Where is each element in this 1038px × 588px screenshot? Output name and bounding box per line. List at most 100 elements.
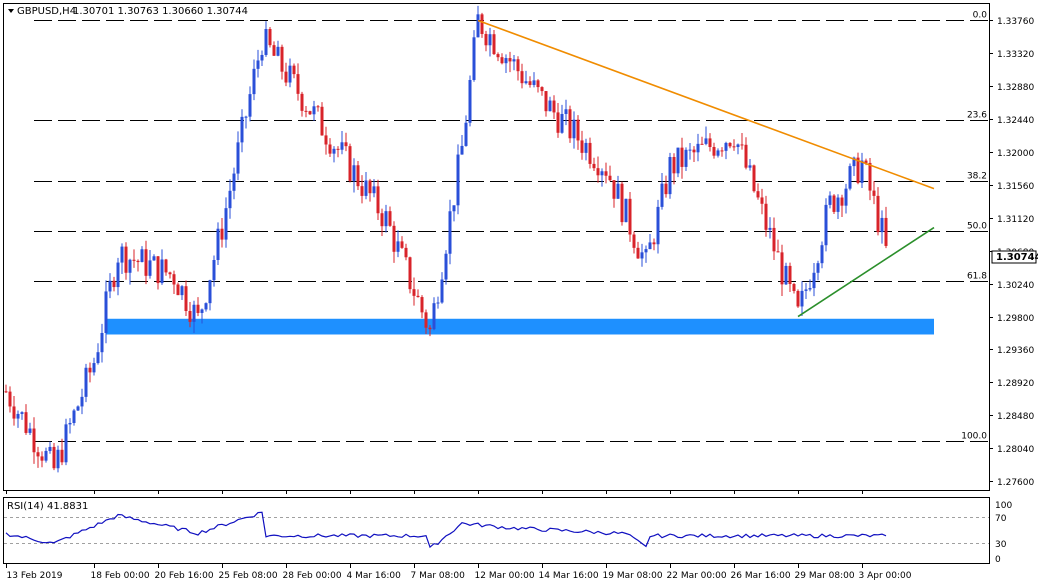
fib-level-label: 61.8 (967, 272, 987, 282)
candle-body (252, 68, 256, 95)
candle-body (584, 142, 588, 153)
current-price-label: 1.30744 (996, 252, 1038, 263)
candle-body (48, 446, 52, 451)
time-label: 29 Mar 08:00 (795, 571, 855, 581)
rsi-level-0: 0 (995, 555, 1001, 565)
candle-body (812, 272, 816, 289)
candle-body (704, 138, 708, 144)
candle-body (488, 34, 492, 46)
candle-body (92, 363, 96, 373)
candle-body (684, 149, 688, 167)
candle-body (508, 58, 512, 62)
candle-body (456, 154, 460, 206)
candle-body (320, 106, 324, 136)
candle-body (144, 249, 148, 276)
candle-body (728, 142, 732, 147)
candle-body (168, 272, 172, 275)
price-tick-label: 1.28480 (997, 412, 1034, 422)
candle-body (680, 147, 684, 167)
candle-body (200, 309, 204, 313)
candle-body (424, 312, 428, 328)
rsi-level-100: 100 (995, 501, 1012, 511)
candle-body (12, 406, 16, 419)
candle-body (284, 71, 288, 83)
candle-body (96, 352, 100, 364)
candle-body (740, 144, 744, 146)
price-tick-label: 1.31120 (997, 215, 1034, 225)
candle-body (376, 186, 380, 214)
candle-body (232, 173, 236, 191)
candle-body (836, 197, 840, 212)
candle-body (216, 228, 220, 261)
candle-body (636, 247, 640, 259)
candle-body (176, 284, 180, 296)
candle-body (20, 412, 24, 414)
candle-body (532, 80, 536, 85)
support-zone-layer (106, 318, 934, 335)
candle-body (864, 160, 868, 163)
fib-level-label: 100.0 (961, 432, 987, 442)
candle-body (276, 46, 280, 56)
candle-body (544, 91, 548, 112)
candle-body (808, 288, 812, 290)
candle-body (44, 450, 48, 461)
candle-body (492, 34, 496, 55)
candle-body (180, 286, 184, 296)
candle-body (396, 241, 400, 252)
time-label: 14 Mar 16:00 (539, 571, 599, 581)
candle-body (124, 246, 128, 273)
candle-body (348, 146, 352, 181)
candle-body (840, 197, 844, 206)
price-tick-label: 1.33320 (997, 50, 1034, 60)
time-label: 7 Mar 08:00 (411, 571, 466, 581)
price-tick-label: 1.28920 (997, 379, 1034, 389)
candle-body (452, 205, 456, 212)
candle-body (316, 106, 320, 108)
candle-body (332, 148, 336, 154)
candle-body (616, 183, 620, 199)
candle-body (564, 109, 568, 114)
candle-body (760, 197, 764, 204)
candle-body (884, 217, 888, 246)
candle-body (644, 249, 648, 253)
candle-body (832, 195, 836, 212)
price-tick-label: 1.32000 (997, 149, 1034, 159)
candle-body (256, 60, 260, 69)
candle-body (100, 332, 104, 353)
candle-body (776, 251, 780, 253)
candle-body (224, 208, 228, 240)
candle-body (484, 33, 488, 46)
price-tick-label: 1.30240 (997, 281, 1034, 291)
candle-body (732, 146, 736, 148)
candle-body (388, 211, 392, 226)
candle-body (640, 252, 644, 259)
candle-body (28, 428, 32, 433)
collapse-arrow-icon[interactable] (8, 9, 14, 13)
candle-body (648, 242, 652, 250)
candle-body (524, 81, 528, 84)
candle-body (248, 94, 252, 117)
candle-body (596, 168, 600, 176)
rsi-level-30: 30 (995, 540, 1007, 550)
price-tick-label: 1.33760 (997, 17, 1034, 27)
current-price-marker (991, 250, 1037, 264)
candle-body (280, 46, 284, 72)
candle-body (876, 195, 880, 233)
candle-body (716, 150, 720, 156)
price-tick-label: 1.27600 (997, 478, 1034, 488)
candle-body (784, 265, 788, 285)
support-zone (106, 318, 934, 335)
candle-body (408, 257, 412, 290)
candle-body (244, 116, 248, 118)
candle-body (696, 143, 700, 153)
candle-body (360, 186, 364, 196)
candle-body (844, 188, 848, 206)
rsi-title: RSI(14) 41.8831 (7, 501, 88, 512)
candle-body (588, 142, 592, 164)
candle-body (460, 145, 464, 155)
candle-body (372, 186, 376, 194)
candle-body (204, 303, 208, 310)
candle-body (560, 113, 564, 133)
price-tick-label: 1.31560 (997, 182, 1034, 192)
